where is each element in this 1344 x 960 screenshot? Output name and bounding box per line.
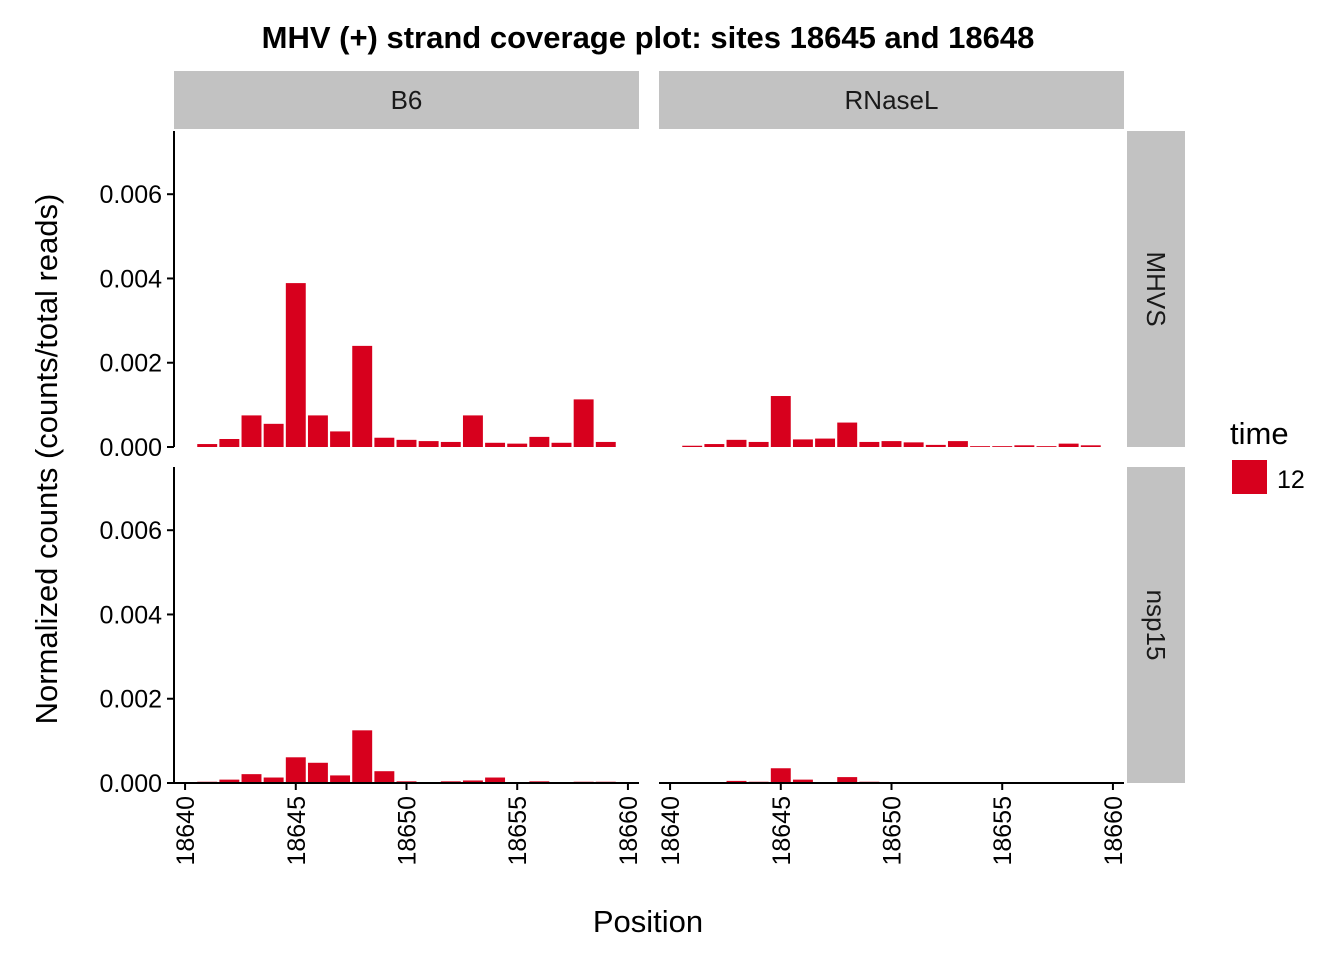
bar [285,757,306,783]
bar [462,780,483,783]
bar [197,444,218,447]
bar [241,415,262,447]
bar [219,438,240,447]
bar [485,777,506,783]
strip-label-mhvs: MHVS [1141,251,1171,326]
panel-b6-mhvs: 0.000 0.002 0.004 0.006 [99,131,616,462]
bar [263,423,284,447]
strip-label-nsp15: nsp15 [1141,590,1171,661]
bar [219,779,240,783]
y-tick-label: 0.002 [99,350,162,378]
panel-rnasel-mhvs [682,396,1101,447]
bar [352,345,373,447]
bar [726,439,747,447]
x-tick-label: 18660 [615,796,643,866]
bar [1080,445,1101,447]
bar [748,441,769,447]
x-tick-label: 18650 [879,796,907,866]
bar [529,436,550,447]
bar [726,780,747,783]
bar [925,444,946,447]
x-tick-label: 18645 [283,796,311,866]
y-tick-label: 0.002 [99,686,162,714]
x-tick-label: 18655 [989,796,1017,866]
bar [792,439,813,447]
bar [307,415,328,447]
strip-rnasel [659,71,1124,129]
bar [263,777,284,783]
y-tick-label: 0.004 [99,601,162,629]
bar [704,444,725,447]
x-tick-label: 18655 [504,796,532,866]
bar [1014,445,1035,447]
strip-label-b6: B6 [391,85,423,115]
legend-label-12: 12 [1277,466,1305,494]
bar [396,439,417,447]
bar [1036,446,1057,447]
bar [507,443,528,447]
x-tick-label: 18645 [768,796,796,866]
strip-label-rnasel: RNaseL [845,85,939,115]
chart-title: MHV (+) strand coverage plot: sites 1864… [262,20,1035,55]
panel-b6-nsp15: 0.000 0.002 0.004 0.006 18640 18645 18650 18655… [99,467,643,866]
panel-rnasel-nsp15: 18640 18645 18650 18655 18660 [657,768,1128,866]
bar [374,437,395,447]
bar [792,779,813,783]
bar [595,441,616,447]
bar [903,442,924,447]
y-tick-label: 0.000 [99,434,162,462]
bar [837,422,858,447]
x-tick-label: 18660 [1100,796,1128,866]
strip-nsp15 [1127,467,1185,783]
y-axis-title: Normalized counts (counts/total reads) [29,194,64,725]
legend-title: time [1230,416,1289,451]
bar [770,396,791,447]
bar [462,415,483,447]
bar [573,399,594,447]
y-tick-label: 0.006 [99,181,162,209]
bar [815,438,836,447]
strip-mhvs [1127,131,1185,447]
y-tick-label: 0.006 [99,517,162,545]
bar [682,445,703,447]
x-tick-label: 18650 [394,796,422,866]
bar [241,774,262,783]
bar [970,446,991,447]
y-tick-label: 0.004 [99,265,162,293]
strip-b6 [174,71,639,129]
legend: time 12 [1230,416,1305,494]
plot-area: B6 RNaseLMHVSnsp150.0000.0020.0040.0060.0… [99,71,1185,866]
bar [330,775,351,783]
bar [285,283,306,447]
bar [992,446,1013,447]
bar [859,441,880,447]
y-tick-label: 0.000 [99,770,162,798]
bar [330,431,351,447]
bar [307,762,328,783]
bar [837,777,858,783]
bar [418,441,439,447]
bar [881,441,902,447]
bar [770,768,791,783]
bar [485,442,506,447]
bar [947,441,968,447]
x-tick-label: 18640 [657,796,685,866]
bar [374,771,395,783]
bar [1058,443,1079,447]
bar [551,442,572,447]
x-tick-label: 18640 [172,796,200,866]
bar [440,441,461,447]
bar [352,730,373,783]
x-axis-title: Position [593,904,703,939]
legend-swatch-12 [1232,460,1267,494]
